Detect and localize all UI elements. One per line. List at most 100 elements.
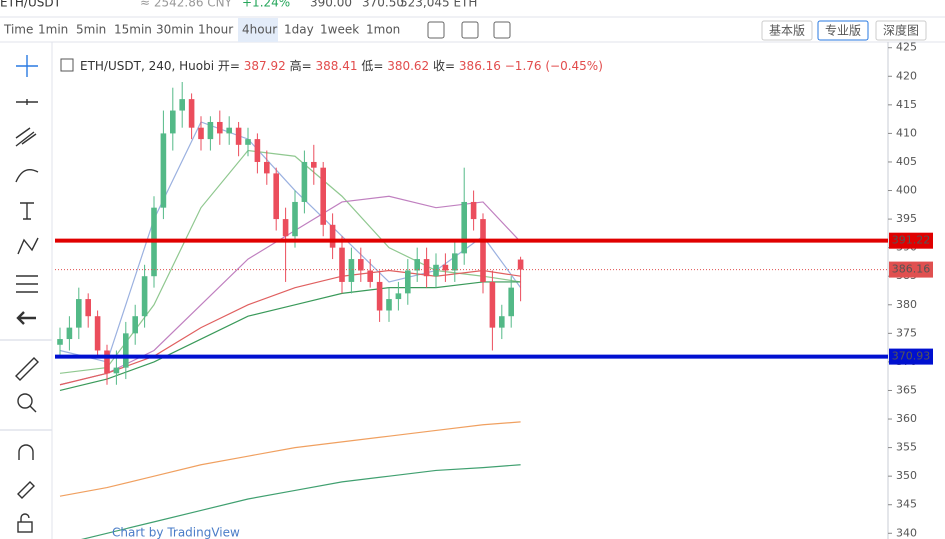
y-tick-label: 340 (896, 526, 917, 539)
legend-item: 高= (290, 58, 312, 73)
legend-item: 开= (218, 59, 240, 73)
interval[interactable]: 1day (284, 23, 314, 37)
candle-body (442, 264, 449, 271)
y-tick-label: 425 (896, 41, 917, 54)
interval[interactable]: 30min (156, 23, 194, 37)
view-label: 专业版 (825, 23, 861, 38)
y-tick-label: 410 (896, 126, 917, 139)
candle-body (188, 99, 195, 128)
legend: ETH/USDT, 240, Huobi 开= 387.92 高= 388.41… (80, 58, 603, 73)
y-tick-label: 365 (896, 383, 917, 396)
low: 370.50 (362, 0, 404, 10)
candle-body (94, 316, 101, 351)
candle-body (273, 173, 279, 220)
y-tick-label: 415 (896, 98, 917, 111)
y-tick-label: 420 (896, 69, 917, 82)
candle-body (461, 201, 467, 254)
candle-body (452, 253, 458, 271)
y-tick-label: 345 (896, 498, 917, 511)
y-tick-label: 400 (896, 184, 917, 197)
price-label: 370.93 (892, 350, 931, 363)
candle-body (235, 127, 242, 145)
volume: 523,045 ETH (400, 0, 477, 10)
price-label-box (889, 261, 933, 278)
candle-body (311, 161, 317, 168)
legend-item: 收= (433, 59, 455, 73)
legend-item: 380.62 (387, 59, 429, 73)
view-button[interactable] (761, 20, 813, 41)
moving-average (80, 464, 521, 539)
candle-body (282, 219, 289, 237)
interval[interactable]: 5min (76, 23, 106, 37)
y-tick-label: 380 (896, 298, 917, 311)
candle-body (104, 350, 110, 374)
y-tick-label: 405 (896, 155, 917, 168)
interval[interactable]: 1week (320, 23, 359, 37)
candle-body (480, 219, 486, 282)
legend-toggle[interactable] (60, 58, 74, 72)
change: +1.24% (242, 0, 290, 10)
interval[interactable]: 15min (114, 23, 152, 37)
candle-body (217, 121, 223, 134)
top-bar (0, 0, 945, 16)
tool-icon[interactable] (427, 21, 445, 39)
moving-average (59, 149, 521, 374)
tool-icon[interactable] (461, 21, 479, 39)
y-tick-label: 395 (896, 212, 917, 225)
candle-body (470, 201, 477, 220)
candle-body (376, 281, 383, 311)
legend-item: ETH/USDT, 240, Huobi (80, 59, 214, 73)
watermark: Chart by TradingView (112, 526, 240, 539)
interval[interactable]: 1mon (366, 23, 400, 37)
y-tick-label: 360 (896, 412, 917, 425)
candle-body (254, 139, 261, 162)
candle-body (141, 276, 148, 317)
interval[interactable]: 1min (38, 23, 68, 37)
interval[interactable]: 4hour (242, 23, 277, 37)
y-tick-label: 375 (896, 326, 917, 339)
candle-body (423, 259, 430, 277)
candle-body (160, 133, 167, 208)
candle-body (113, 367, 120, 374)
candle-body (320, 167, 326, 225)
interval[interactable]: 1hour (198, 23, 233, 37)
interval[interactable]: Time (3, 23, 33, 37)
candle-body (207, 121, 214, 140)
moving-average (59, 281, 521, 392)
legend-item: −1.76 (−0.45%) (505, 59, 603, 73)
candle-body (367, 270, 373, 282)
price-label-box (889, 232, 933, 249)
candle-body (57, 339, 63, 345)
candle-body (245, 139, 251, 145)
candle-body (517, 259, 524, 270)
tool-icon[interactable] (493, 21, 511, 39)
candle-body (198, 127, 204, 140)
legend-item: 386.16 (459, 59, 501, 73)
view-button[interactable] (875, 20, 927, 41)
candle-body (76, 299, 82, 328)
candle-body (358, 259, 364, 271)
candle-body (414, 259, 420, 271)
moving-average (59, 421, 521, 497)
view-label: 基本版 (769, 24, 805, 38)
pair: ETH/USDT (0, 0, 62, 10)
candle-body (508, 287, 514, 317)
candle-body (132, 316, 138, 334)
drawing-tools[interactable] (0, 55, 52, 533)
y-tick-label: 355 (896, 441, 917, 454)
cny: ≈ 2542.86 CNY (140, 0, 233, 10)
candle-body (301, 161, 308, 202)
candle-body (489, 281, 496, 328)
candle-body (179, 99, 185, 111)
price-label: 386.16 (892, 263, 931, 276)
candle-body (395, 293, 402, 300)
legend-item: 387.92 (244, 59, 286, 73)
candle-body (123, 333, 129, 368)
candle-body (264, 161, 270, 174)
price-label: 391.22 (892, 234, 931, 247)
price-label-box (889, 348, 933, 365)
candle-body (66, 327, 73, 340)
view-button[interactable] (817, 20, 869, 41)
y-tick-label: 350 (896, 469, 917, 482)
